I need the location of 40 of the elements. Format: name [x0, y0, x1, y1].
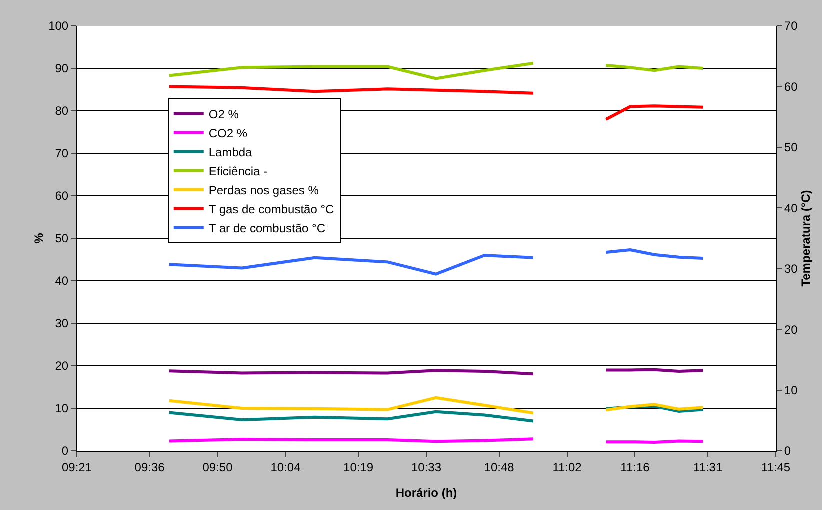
x-tick-label: 10:19 [344, 460, 374, 474]
x-tick-label: 11:02 [552, 460, 582, 474]
legend-label: Eficiência - [208, 164, 268, 178]
y2-tick-label: 50 [784, 140, 798, 155]
legend-label: O2 % [208, 107, 240, 122]
x-tick-label: 09:36 [134, 460, 166, 474]
y2-tick-label: 40 [784, 201, 798, 216]
y-tick-label: 50 [55, 232, 69, 246]
y-tick-label: 90 [55, 62, 69, 76]
y-tick-label: 100 [48, 19, 69, 34]
y-tick-label: 0 [62, 444, 69, 458]
y-tick-label: 70 [55, 146, 69, 161]
y2-tick-label: 70 [784, 19, 798, 34]
y-tick-label: 60 [55, 189, 69, 204]
y2-tick-label: 20 [784, 322, 798, 337]
x-tick-label: 09:21 [62, 460, 92, 474]
x-axis-title: Horário (h) [396, 486, 458, 500]
y2-tick-label: 60 [784, 80, 798, 94]
x-tick-label: 10:48 [484, 460, 515, 474]
y-tick-label: 30 [55, 316, 69, 331]
legend-label: Perdas nos gases % [208, 183, 320, 198]
y2-tick-label: 30 [784, 262, 798, 276]
y-tick-label: 80 [55, 104, 69, 118]
y-axis-title: % [32, 232, 46, 244]
y2-tick-label: 10 [784, 383, 798, 398]
x-tick-label: 11:45 [761, 460, 791, 474]
y-tick-label: 40 [55, 274, 69, 288]
y-tick-label: 20 [55, 359, 69, 374]
x-tick-label: 11:31 [693, 460, 723, 474]
y2-axis-title: Temperatura (°C) [798, 190, 813, 287]
legend-label: Lambda [208, 145, 253, 160]
legend-label: CO2 % [208, 126, 248, 140]
x-tick-label: 11:16 [620, 460, 650, 474]
legend-label: T gas de combustão °C [208, 202, 335, 216]
x-tick-label: 10:33 [411, 460, 442, 474]
x-tick-label: 09:50 [202, 460, 234, 474]
y2-tick-label: 0 [784, 444, 792, 458]
x-tick-label: 10:04 [270, 460, 302, 474]
legend-label: T ar de combustão °C [208, 221, 326, 236]
y-tick-label: 10 [55, 402, 69, 416]
